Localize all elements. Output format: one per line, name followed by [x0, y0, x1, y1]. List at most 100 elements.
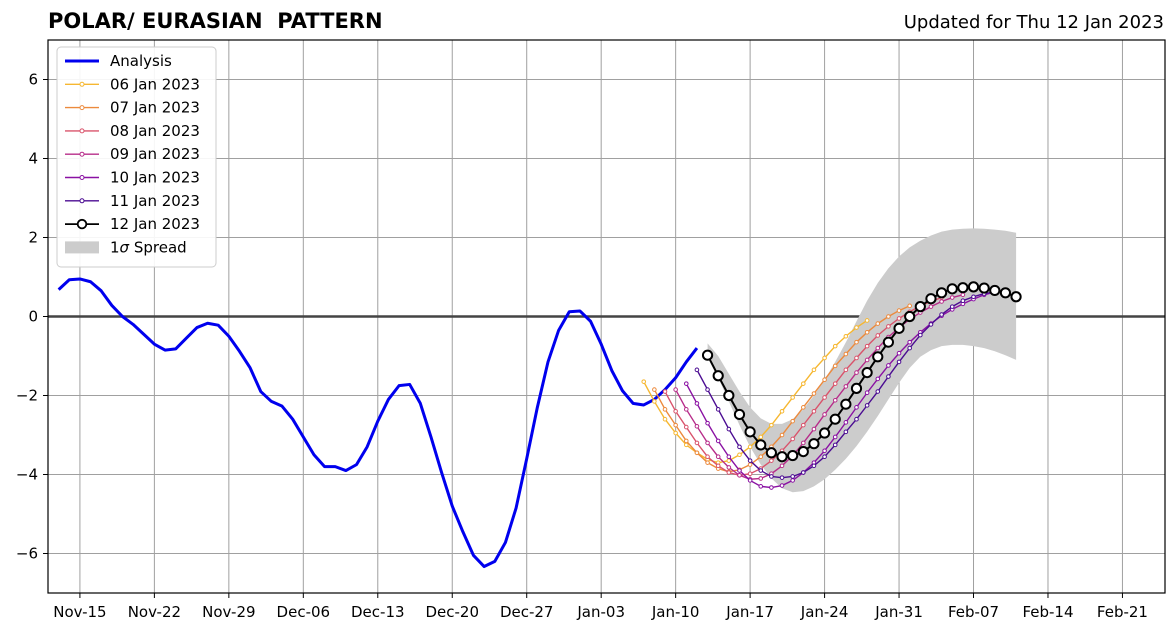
forecast-point: [939, 299, 944, 304]
forecast-point: [673, 387, 678, 392]
current-forecast-point: [936, 287, 948, 299]
forecast-point: [747, 444, 753, 450]
legend-label: 11 Jan 2023: [110, 192, 200, 210]
forecast-point: [779, 409, 785, 414]
forecast-point: [801, 381, 806, 386]
forecast-point: [683, 442, 689, 448]
forecast-point: [758, 468, 764, 473]
chart-subtitle: Updated for Thu 12 Jan 2023: [903, 12, 1164, 33]
forecast-point: [875, 376, 881, 382]
current-forecast-point: [776, 451, 788, 463]
legend-box: [56, 46, 217, 268]
legend-marker: [79, 198, 85, 204]
forecast-line: [643, 319, 868, 464]
forecast-point: [747, 471, 753, 477]
spread-band: [707, 228, 1017, 493]
forecast-point: [811, 463, 817, 469]
forecast-point: [896, 316, 902, 321]
x-tick-label: Nov-15: [53, 603, 106, 621]
current-forecast-point: [701, 349, 714, 361]
current-forecast-point: [999, 287, 1012, 299]
forecast-point: [811, 391, 817, 396]
forecast-point: [843, 429, 849, 435]
forecast-point: [875, 345, 881, 351]
forecast-point: [726, 465, 732, 470]
forecast-point: [694, 450, 700, 456]
forecast-point: [673, 422, 678, 428]
forecast-point: [843, 384, 849, 389]
forecast-point: [779, 475, 785, 480]
forecast-point: [715, 438, 721, 444]
forecast-point: [864, 330, 870, 335]
current-forecast-point: [818, 427, 831, 439]
x-tick-label: Dec-27: [500, 603, 554, 621]
forecast-point: [737, 468, 742, 473]
forecast-point: [854, 405, 859, 410]
forecast-point: [907, 345, 912, 351]
y-tick-label: 4: [28, 150, 38, 168]
forecast-point: [971, 294, 976, 300]
forecast-point: [779, 483, 785, 488]
legend-marker: [79, 151, 85, 157]
forecast-point: [705, 460, 710, 465]
forecast-point: [832, 397, 838, 403]
forecast-point: [907, 339, 912, 345]
forecast-point: [737, 444, 742, 450]
current-forecast-point: [733, 408, 746, 421]
current-forecast-point: [904, 310, 916, 323]
forecast-point: [779, 463, 785, 469]
forecast-point: [928, 322, 934, 327]
forecast-point: [747, 458, 753, 463]
forecast-point: [843, 367, 849, 373]
current-forecast-point: [882, 336, 895, 348]
forecast-point: [854, 325, 859, 330]
legend-label-spread: 1σ Spread: [110, 238, 187, 256]
forecast-point: [758, 454, 764, 460]
forecast-point: [790, 395, 795, 400]
chart-title: POLAR/ EURASIAN PATTERN: [48, 9, 383, 33]
current-forecast-point: [744, 426, 756, 438]
forecast-point: [843, 351, 849, 357]
forecast-point: [694, 367, 700, 373]
legend-label: Analysis: [110, 52, 172, 70]
current-forecast-point: [829, 413, 841, 425]
current-forecast-point: [914, 301, 926, 313]
current-forecast-point: [872, 351, 884, 363]
forecast-point: [854, 370, 859, 375]
forecast-point: [652, 399, 657, 404]
forecast-point: [939, 312, 944, 317]
current-forecast-point: [967, 281, 980, 293]
x-tick-label: Jan-10: [651, 603, 700, 621]
forecast-point: [801, 422, 806, 428]
y-tick-label: 6: [28, 71, 38, 89]
forecast-point: [832, 442, 838, 448]
x-tick-label: Feb-14: [1022, 603, 1073, 621]
forecast-point: [832, 363, 838, 369]
legend-marker: [79, 175, 85, 180]
forecast-point: [683, 424, 689, 430]
forecast-point: [790, 418, 795, 424]
forecast-point: [960, 292, 966, 298]
forecast-point: [864, 357, 870, 363]
axes: Nov-15 Nov-22 Nov-29 Dec-06 Dec-13 Dec-20 Dec-…: [16, 71, 1148, 622]
forecast-point: [886, 314, 891, 319]
forecast-point: [705, 420, 710, 426]
legend-label: 06 Jan 2023: [110, 75, 200, 93]
x-tick-label: Dec-06: [277, 603, 331, 621]
forecast-point: [673, 409, 678, 414]
current-forecast-point: [840, 398, 852, 410]
forecast-point: [758, 434, 764, 440]
forecast-point: [832, 343, 838, 349]
legend-marker: [79, 81, 85, 87]
forecast-point: [801, 440, 806, 446]
y-tick-label: 0: [28, 308, 38, 326]
plot-area: [57, 228, 1022, 569]
legend-label: 12 Jan 2023: [110, 215, 200, 233]
forecast-point: [886, 363, 891, 368]
forecast-point: [694, 440, 700, 446]
forecast-point: [960, 298, 966, 304]
forecast-point: [758, 476, 764, 481]
forecast-point: [737, 452, 742, 458]
forecast-point: [822, 395, 827, 400]
current-forecast-point: [755, 439, 767, 451]
